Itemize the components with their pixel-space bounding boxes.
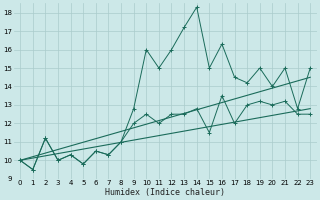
X-axis label: Humidex (Indice chaleur): Humidex (Indice chaleur) [105,188,225,197]
